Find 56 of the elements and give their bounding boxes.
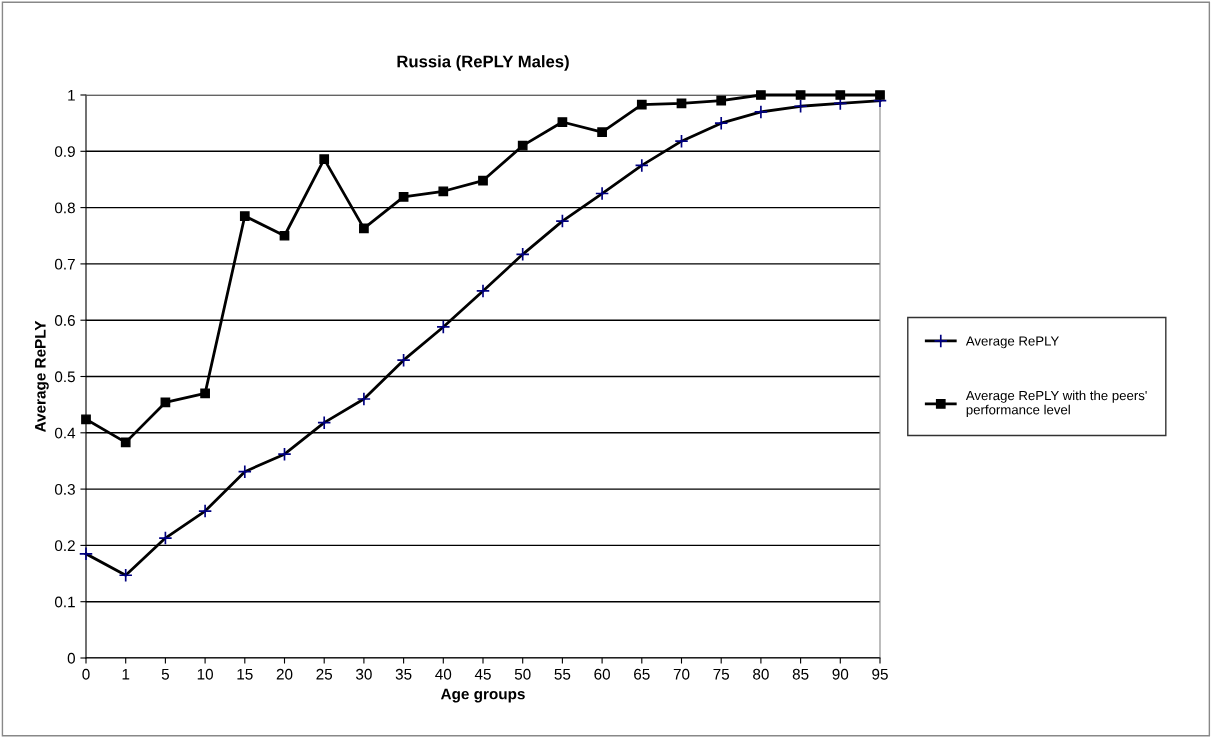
x-tick-label: 5 xyxy=(161,668,170,680)
point xyxy=(398,192,409,202)
point xyxy=(319,154,330,165)
point xyxy=(359,223,369,234)
x-tick-label: 75 xyxy=(713,668,730,680)
x-tick-label: 65 xyxy=(634,668,650,680)
point xyxy=(716,95,727,106)
x-tick-label: 50 xyxy=(514,668,531,680)
y-tick-label: 1 xyxy=(68,90,75,101)
point xyxy=(120,437,131,448)
x-tick-label: 55 xyxy=(554,668,571,680)
y-axis-title: Average RePLY xyxy=(35,320,49,433)
point xyxy=(517,140,528,151)
y-tick-label: 0.7 xyxy=(54,258,75,270)
x-tick-label: 40 xyxy=(435,668,452,680)
y-tick-label: 0.9 xyxy=(54,146,75,157)
x-axis-title: Age groups xyxy=(440,688,525,703)
y-tick-label: 0.1 xyxy=(54,596,75,608)
y-tick-label: 0.2 xyxy=(54,540,75,552)
point xyxy=(597,127,607,138)
y-tick-label: 0.8 xyxy=(54,202,75,214)
point xyxy=(557,117,568,127)
y-tick-label: 0.3 xyxy=(54,483,75,495)
x-tick-label: 0 xyxy=(82,668,90,680)
point xyxy=(279,230,290,241)
point xyxy=(200,388,210,399)
x-tick-label: 30 xyxy=(355,668,372,680)
x-tick-label: 70 xyxy=(673,668,690,680)
point xyxy=(438,186,449,197)
y-tick-label: 0.6 xyxy=(54,315,75,326)
point xyxy=(835,90,846,100)
x-tick-label: 85 xyxy=(792,668,809,680)
x-tick-label: 35 xyxy=(395,668,412,680)
y-tick-label: 0 xyxy=(67,652,75,664)
x-tick-label: 60 xyxy=(594,668,610,680)
x-tick-label: 45 xyxy=(474,668,491,680)
point xyxy=(795,90,806,100)
point xyxy=(81,414,91,425)
x-tick-label: 1 xyxy=(122,668,130,680)
legend-label: Average RePLY with the peers' performance level xyxy=(965,390,1147,418)
x-tick-label: 10 xyxy=(197,668,213,680)
x-tick-label: 20 xyxy=(276,668,293,680)
x-tick-label: 25 xyxy=(316,668,333,680)
x-tick-label: 90 xyxy=(832,668,849,680)
chart-title: Russia (RePLY Males) xyxy=(397,55,569,71)
point xyxy=(239,211,250,221)
point xyxy=(756,90,766,100)
x-tick-label: 80 xyxy=(753,668,769,680)
point xyxy=(636,99,647,110)
x-tick-label: 95 xyxy=(872,668,888,680)
x-tick-label: 15 xyxy=(237,668,253,680)
y-tick-label: 0.5 xyxy=(54,371,75,383)
point xyxy=(478,175,488,186)
y-tick-label: 0.4 xyxy=(54,427,76,439)
legend-label: Average RePLY xyxy=(965,336,1059,349)
point xyxy=(875,90,885,100)
